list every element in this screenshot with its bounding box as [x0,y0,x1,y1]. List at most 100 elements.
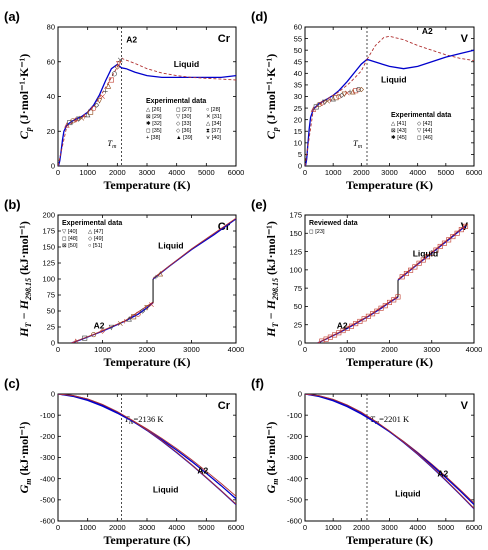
data-point [117,57,123,63]
series-line-1 [397,225,466,281]
y-tick-label: 10 [294,139,302,148]
x-tick-label: 3000 [183,345,200,354]
legend-entry: ⋎ [40] [206,135,221,141]
y-tick-label: 175 [42,227,55,236]
data-point [126,316,132,322]
y-label-units: (kJ·mol⁻¹) [17,221,31,278]
y-tick-label: 20 [294,115,302,124]
y-tick-label: 40 [47,92,55,101]
y-tick-label: 50 [294,46,302,55]
y-label-subscript-2: 298.15 [24,278,33,301]
tm-subscript: m [129,420,134,426]
legend-entry: ▽ [44] [417,128,433,134]
series-group [317,223,469,343]
y-tick-label: 100 [289,266,302,275]
annotation-liquid: Liquid [158,240,184,250]
data-point [105,83,112,89]
x-tick-label: 1000 [339,345,356,354]
annotation-liquid: Liquid [153,484,179,494]
data-point [100,94,105,99]
tm-value: =2136 K [133,414,164,424]
legend: Experimental data △ [41] ◇ [42] ⊠ [43] ▽ [44… [391,112,451,141]
annotation-a2: A2 [197,465,208,475]
panel-d: 0 1000 2000 3000 4000 5000 6000051015202530354… [251,9,482,192]
x-tick-label: 2000 [381,345,398,354]
x-axis-label: Temperature (K) [104,533,191,547]
data-point [99,328,106,334]
legend-entry: ◇ [36] [176,128,192,134]
data-point [325,98,330,104]
data-point [463,223,469,229]
data-point [117,321,123,326]
data-point [353,88,359,94]
legend-entry: ◻ [48] [62,236,78,242]
y-tick-label: 0 [298,390,302,399]
data-point [361,316,367,322]
legend-entry: ▽ [40] [62,229,78,235]
legend-entry: ⊠ [43] [391,128,407,134]
data-point [82,335,88,341]
legend-title: Experimental data [146,98,206,105]
y-label-units: (J·mol⁻¹·K⁻¹) [17,54,31,128]
axes-frame [304,214,475,344]
x-tick-label: 4000 [409,523,426,532]
series-line-3 [305,394,474,509]
y-label-symbol-2: − H [264,299,278,322]
axes-frame [57,214,237,344]
y-label-symbol: G [264,484,278,493]
y-tick-label: -200 [40,432,55,441]
y-tick-label: -100 [40,411,55,420]
data-point [450,234,456,240]
legend-entry: △ [41] [391,121,407,127]
y-tick-label: 75 [294,284,302,293]
series-line-3 [58,394,236,505]
data-point [454,230,460,236]
tm-symbol: T [370,414,376,424]
data-point [437,243,443,249]
legend-entry: △ [34] [206,121,222,127]
y-tick-label: 35 [294,81,302,90]
data-point [412,264,418,270]
x-tick-label: 4000 [466,345,483,354]
x-tick-label: 1000 [325,523,342,532]
data-point [108,324,115,331]
series-line-2 [71,301,154,343]
x-tick-label: 3000 [139,168,156,177]
legend-entry: ⊠ [29] [146,114,162,120]
data-point [64,122,70,128]
tm-subscript: m [112,144,117,150]
data-point [139,308,146,314]
legend: Reviewed data ◻ [23] [309,220,358,235]
x-tick-label: 4000 [409,168,426,177]
x-tick-label: 3000 [381,168,398,177]
annotation-liquid: Liquid [413,249,439,259]
y-tick-label: 5 [298,150,302,159]
data-point [403,271,409,277]
series-group [305,35,474,166]
y-label-units: (J·mol⁻¹·K⁻¹) [264,54,278,128]
data-point [446,237,452,243]
data-point [157,271,164,277]
x-tick-label: 2000 [109,168,126,177]
x-tick-label: 0 [56,168,60,177]
data-point [433,247,439,253]
series-line-0 [305,394,474,504]
y-tick-label: 25 [294,104,302,113]
legend-entry: ◻ [23] [309,229,325,235]
legend-entry: ◻ [35] [146,128,162,134]
y-tick-label: 45 [294,57,302,66]
data-point [429,250,435,256]
data-point [357,318,363,324]
x-tick-label: 0 [303,168,307,177]
series-line-0 [71,302,154,343]
data-point [82,114,87,119]
y-axis-label: Cp (J·mol⁻¹·K⁻¹) [264,54,280,140]
x-tick-label: 2000 [139,345,156,354]
data-point [350,88,356,95]
x-tick-label: 6000 [466,168,483,177]
series-line-0 [366,35,474,62]
y-axis-label: Cp (J·mol⁻¹·K⁻¹) [17,54,33,140]
series-line-0 [58,63,122,166]
x-tick-label: 0 [56,345,60,354]
x-tick-label: 1000 [79,523,96,532]
